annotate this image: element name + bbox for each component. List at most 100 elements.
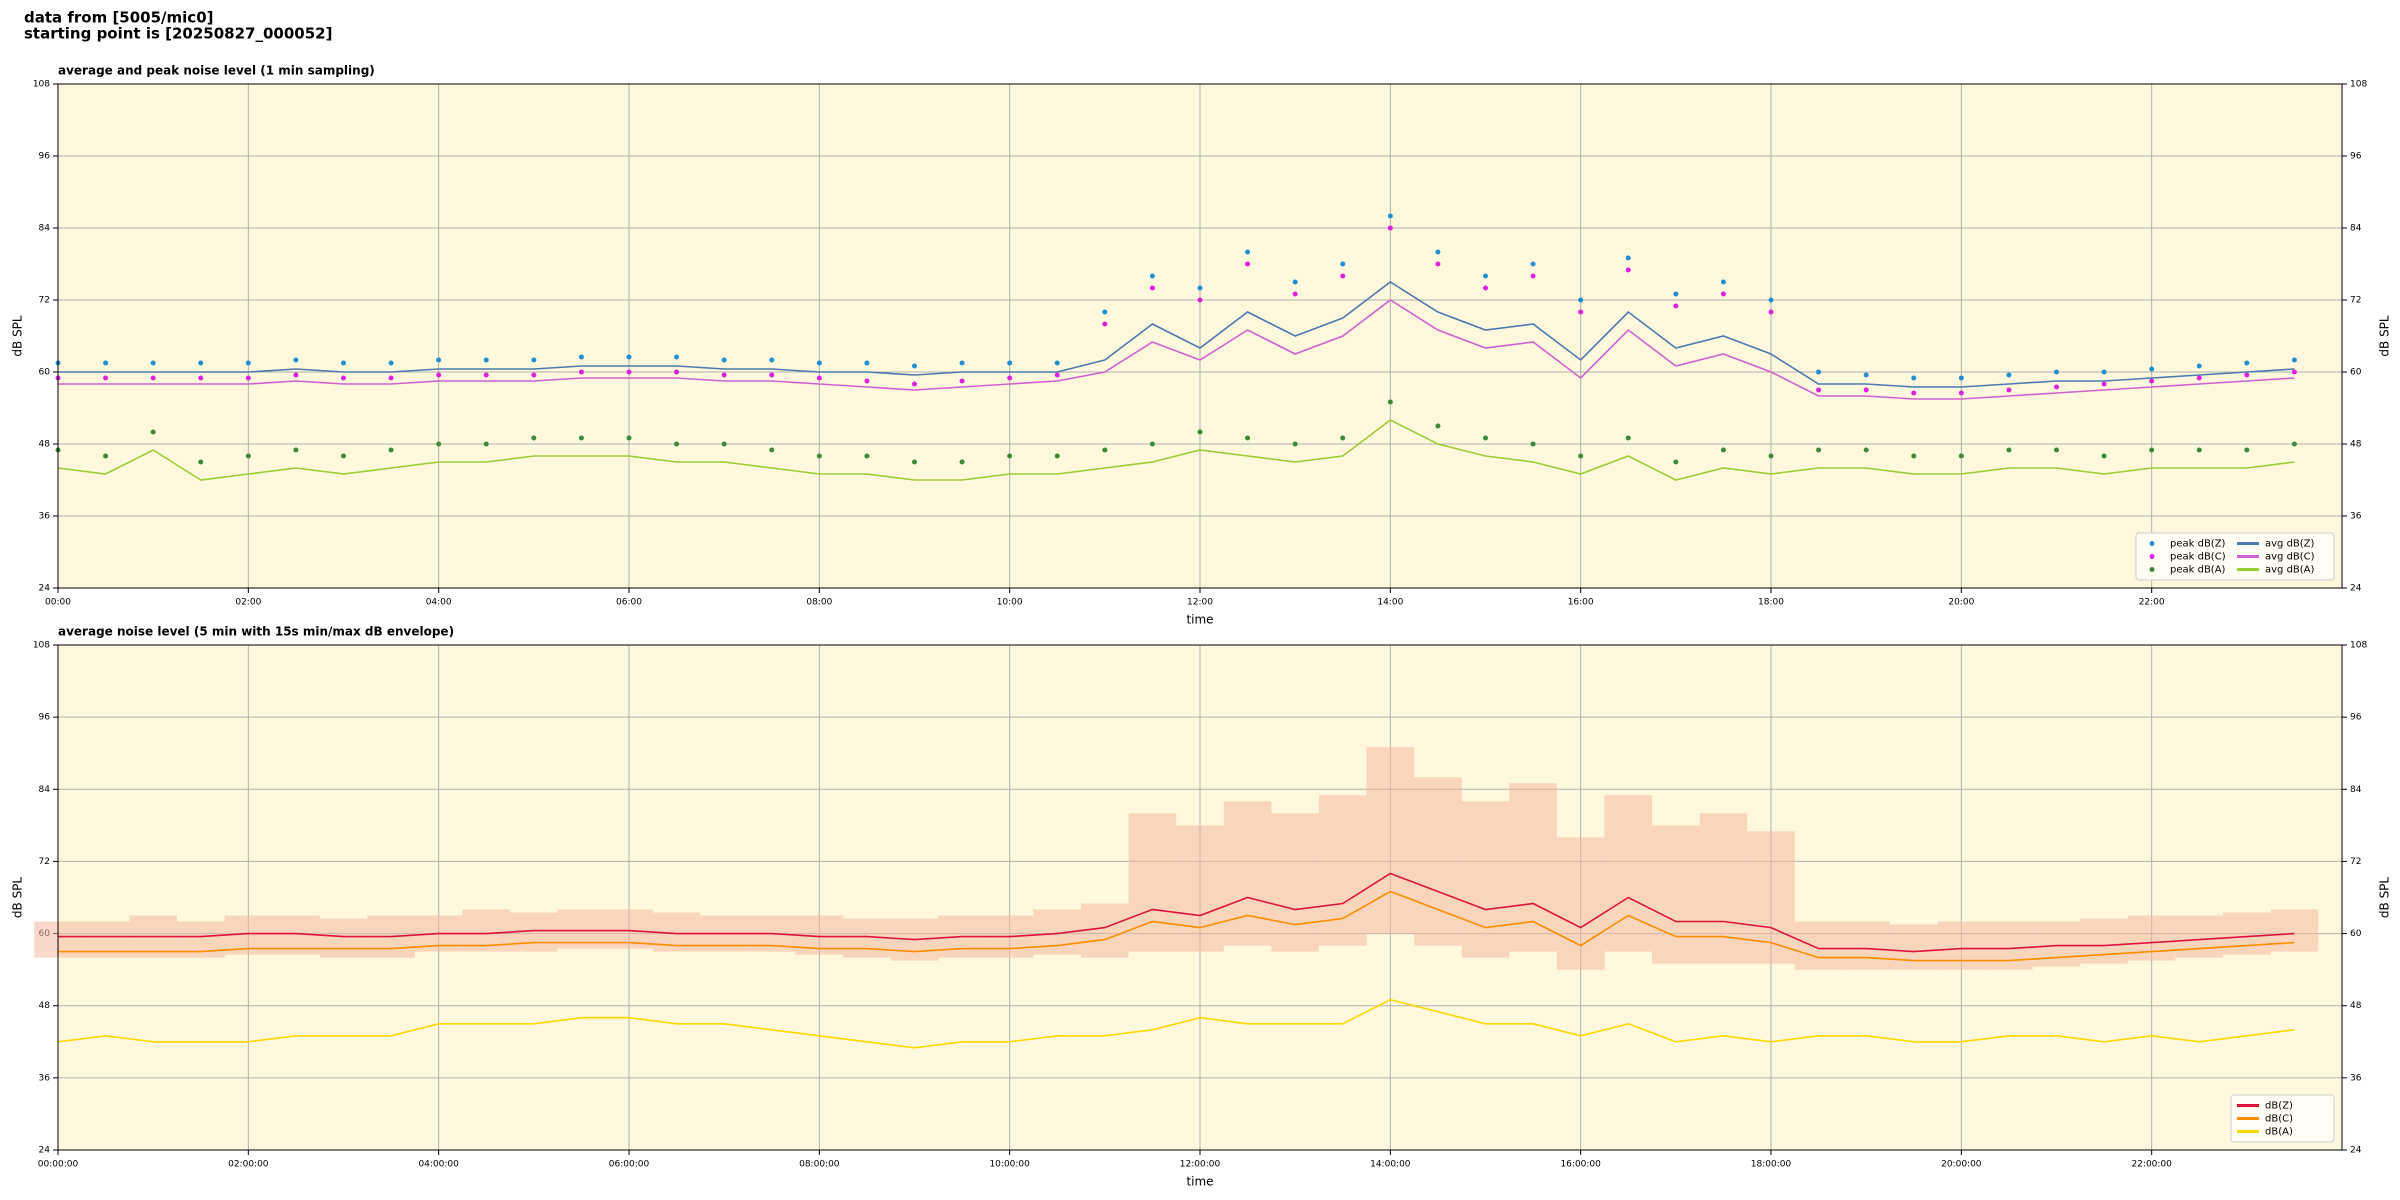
peak-point	[1578, 309, 1584, 315]
peak-point	[1530, 261, 1536, 267]
peak-point	[1768, 453, 1774, 459]
envelope	[1794, 921, 1843, 970]
peak-point	[1292, 441, 1298, 447]
peak-point	[769, 372, 775, 378]
peak-point	[388, 447, 394, 453]
peak-point	[674, 441, 680, 447]
legend-label: dB(A)	[2265, 1127, 2293, 1138]
y2-tick-label: 108	[2350, 641, 2367, 651]
x-axis-label: time	[1186, 1175, 1213, 1189]
x-tick-label: 10:00:00	[989, 1160, 1030, 1170]
peak-point	[1435, 423, 1441, 429]
peak-point	[1435, 261, 1441, 267]
peak-point	[674, 354, 680, 360]
peak-point	[483, 441, 489, 447]
x-tick-label: 02:00	[235, 598, 261, 608]
x-tick-label: 04:00	[426, 598, 452, 608]
x-tick-label: 22:00:00	[2131, 1160, 2172, 1170]
peak-point	[1911, 453, 1917, 459]
peak-point	[2054, 447, 2059, 453]
peak-point	[103, 375, 109, 381]
y-tick-label: 36	[39, 1073, 51, 1083]
peak-point	[293, 372, 299, 378]
peak-point	[2006, 372, 2012, 378]
peak-point	[769, 357, 775, 363]
legend-box	[2135, 532, 2335, 581]
peak-point	[531, 435, 537, 441]
peak-point	[1863, 372, 1869, 378]
peak-point	[1292, 279, 1298, 285]
peak-point	[912, 459, 917, 465]
peak-point	[1911, 390, 1917, 396]
peak-point	[1007, 375, 1013, 381]
peak-point	[816, 360, 822, 366]
envelope	[1604, 795, 1653, 952]
peak-point	[150, 375, 156, 381]
peak-point	[2054, 369, 2059, 375]
peak-point	[2244, 372, 2250, 378]
y-tick-label: 36	[39, 512, 51, 522]
peak-point	[388, 375, 394, 381]
x-tick-label: 20:00	[1948, 598, 1974, 608]
peak-point	[816, 453, 822, 459]
x-tick-label: 18:00	[1758, 598, 1784, 608]
peak-point	[1530, 441, 1536, 447]
peak-point	[1720, 447, 1726, 453]
legend-label: avg dB(C)	[2265, 552, 2315, 563]
y-tick-label: 72	[39, 296, 50, 306]
peak-point	[1483, 435, 1488, 441]
peak-point	[198, 360, 204, 366]
legend-marker	[2149, 567, 2155, 572]
peak-point	[2101, 453, 2107, 459]
y2-tick-label: 72	[2350, 296, 2361, 306]
peak-point	[1387, 399, 1393, 405]
peak-point	[1197, 285, 1203, 291]
peak-point	[483, 357, 489, 363]
y-axis-label: dB SPL	[11, 315, 25, 357]
envelope	[1318, 795, 1367, 946]
y2-tick-label: 96	[2350, 152, 2362, 162]
peak-point	[1816, 447, 1822, 453]
peak-point	[1958, 390, 1964, 396]
peak-point	[959, 360, 965, 366]
peak-point	[1054, 372, 1060, 378]
legend-label: peak dB(A)	[2170, 565, 2226, 576]
peak-point	[912, 381, 917, 387]
envelope	[1985, 921, 2033, 970]
series-line	[58, 299, 2295, 400]
plot-frame	[57, 83, 2343, 589]
y2-tick-label: 48	[2350, 1001, 2362, 1011]
peak-point	[150, 429, 156, 435]
peak-point	[1483, 285, 1488, 291]
y2-tick-label: 84	[2350, 224, 2362, 234]
peak-point	[483, 372, 489, 378]
y-tick-label: 96	[39, 152, 51, 162]
peak-point	[1054, 360, 1060, 366]
legend-label: peak dB(Z)	[2170, 539, 2226, 550]
peak-point	[341, 375, 346, 381]
envelope	[319, 918, 368, 958]
peak-point	[1816, 369, 1822, 375]
envelope	[2032, 921, 2081, 967]
peak-point	[1625, 255, 1631, 261]
peak-point	[436, 441, 442, 447]
x-tick-label: 22:00	[2139, 598, 2165, 608]
peak-point	[1958, 375, 1964, 381]
envelope	[1128, 813, 1177, 952]
peak-point	[626, 369, 632, 375]
peak-point	[578, 369, 584, 375]
y-tick-label: 108	[33, 641, 50, 651]
peak-point	[1340, 261, 1346, 267]
x-tick-label: 00:00:00	[38, 1160, 79, 1170]
peak-point	[674, 369, 680, 375]
peak-point	[1863, 447, 1869, 453]
peak-point	[293, 447, 299, 453]
x-tick-label: 12:00	[1187, 598, 1213, 608]
legend-label: dB(Z)	[2265, 1101, 2293, 1112]
peak-point	[103, 360, 109, 366]
peak-point	[198, 459, 204, 465]
series-line	[57, 419, 2295, 481]
peak-point	[1625, 435, 1631, 441]
envelope	[2080, 918, 2128, 964]
peak-point	[1197, 429, 1203, 435]
